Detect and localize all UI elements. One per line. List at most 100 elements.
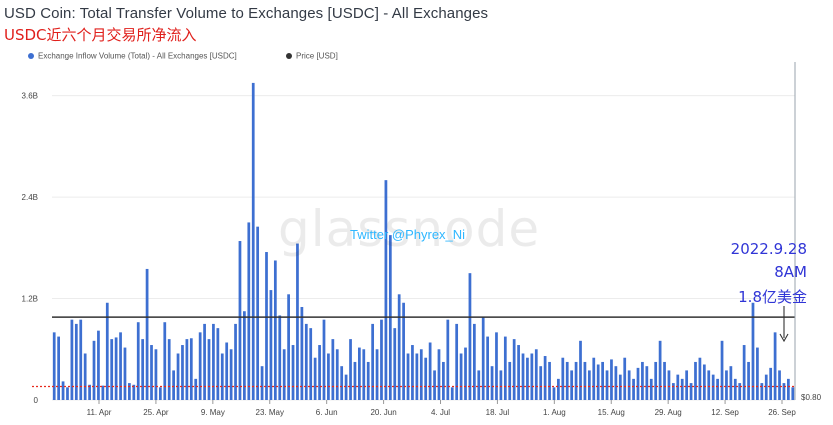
- bar: [331, 339, 335, 400]
- bar: [110, 339, 114, 400]
- bar: [649, 378, 653, 400]
- bar: [618, 374, 622, 400]
- bar: [220, 353, 224, 400]
- bar: [442, 361, 445, 400]
- bar: [158, 387, 162, 400]
- bar: [477, 370, 481, 400]
- bar: [663, 361, 666, 400]
- bar: [114, 337, 118, 400]
- bar: [579, 340, 582, 400]
- bar: [672, 383, 675, 400]
- bar: [450, 387, 454, 400]
- bar: [627, 370, 631, 400]
- bar: [362, 349, 366, 400]
- bar: [353, 361, 357, 400]
- bar: [243, 311, 246, 400]
- x-tick-label: 29. Aug: [655, 408, 682, 417]
- bar: [154, 349, 158, 400]
- bar: [632, 378, 635, 400]
- bar: [424, 357, 428, 400]
- bar: [601, 361, 604, 400]
- bar: [495, 332, 498, 400]
- annotation-amount: 1.8亿美金: [738, 288, 807, 306]
- bar: [548, 361, 551, 400]
- bar: [574, 361, 578, 400]
- bar: [278, 315, 282, 400]
- bar: [88, 384, 91, 400]
- bar: [778, 370, 781, 400]
- bar: [203, 323, 206, 400]
- bar: [384, 180, 388, 400]
- bar: [680, 378, 684, 400]
- bar: [565, 361, 569, 400]
- bar: [610, 359, 613, 400]
- bar: [641, 361, 644, 400]
- x-tick-label: 23. May: [256, 408, 284, 417]
- bar: [707, 370, 711, 400]
- bar: [358, 347, 361, 400]
- bar: [512, 339, 516, 400]
- bar: [207, 339, 211, 400]
- bar: [375, 349, 379, 400]
- bar: [499, 370, 503, 400]
- x-tick-label: 4. Jul: [431, 408, 450, 417]
- bar: [172, 370, 175, 400]
- annotation-time: 8AM: [774, 263, 807, 281]
- legend-label-inflow: Exchange Inflow Volume (Total) - All Exc…: [38, 51, 237, 61]
- bar: [79, 319, 83, 400]
- bar: [273, 260, 277, 400]
- bar: [119, 332, 122, 400]
- bar: [304, 323, 308, 400]
- bar: [256, 226, 260, 400]
- bar: [526, 357, 529, 400]
- bar: [61, 381, 65, 400]
- bar: [654, 361, 658, 400]
- bar: [676, 374, 680, 400]
- bar: [552, 387, 556, 400]
- x-tick-label: 12. Sep: [711, 408, 739, 417]
- bar: [296, 243, 299, 400]
- bar: [720, 340, 724, 400]
- bar: [517, 345, 520, 400]
- bar: [393, 328, 397, 400]
- bar: [415, 353, 419, 400]
- legend-item-price[interactable]: Price [USD]: [286, 51, 338, 60]
- bar: [716, 378, 719, 400]
- x-tick-label: 18. Jul: [486, 408, 510, 417]
- watermark-text: glassnode: [278, 200, 541, 258]
- legend-dot-price: [286, 52, 292, 59]
- bar: [66, 387, 69, 400]
- legend-item-inflow[interactable]: Exchange Inflow Volume (Total) - All Exc…: [28, 51, 237, 60]
- bar: [136, 322, 140, 400]
- bar: [406, 353, 410, 400]
- bar: [101, 385, 105, 400]
- chart-title: USD Coin: Total Transfer Volume to Excha…: [4, 5, 489, 22]
- bar: [437, 349, 441, 400]
- bar: [402, 302, 405, 400]
- bar: [74, 323, 78, 400]
- bar: [756, 347, 759, 400]
- bar: [530, 353, 534, 400]
- bar: [645, 366, 649, 400]
- bar: [667, 370, 671, 400]
- x-tick-label: 9. May: [201, 408, 225, 417]
- x-tick-label: 6. Jun: [316, 408, 338, 417]
- bar: [309, 328, 313, 400]
- bar: [92, 340, 96, 400]
- bar: [83, 353, 87, 400]
- annotation-arrow-head: [779, 333, 789, 343]
- bar: [229, 349, 233, 400]
- bar: [335, 349, 339, 400]
- bar: [592, 357, 596, 400]
- bar: [596, 364, 600, 400]
- x-tick-label: 15. Aug: [598, 408, 625, 417]
- bar: [764, 374, 768, 400]
- bar: [225, 342, 229, 400]
- bar: [318, 345, 321, 400]
- bar: [557, 378, 560, 400]
- y-tick-label: 1.2B: [22, 295, 38, 304]
- y-tick-label: 2.4B: [22, 193, 38, 202]
- x-tick-label: 1. Aug: [543, 408, 566, 417]
- bar: [614, 366, 618, 400]
